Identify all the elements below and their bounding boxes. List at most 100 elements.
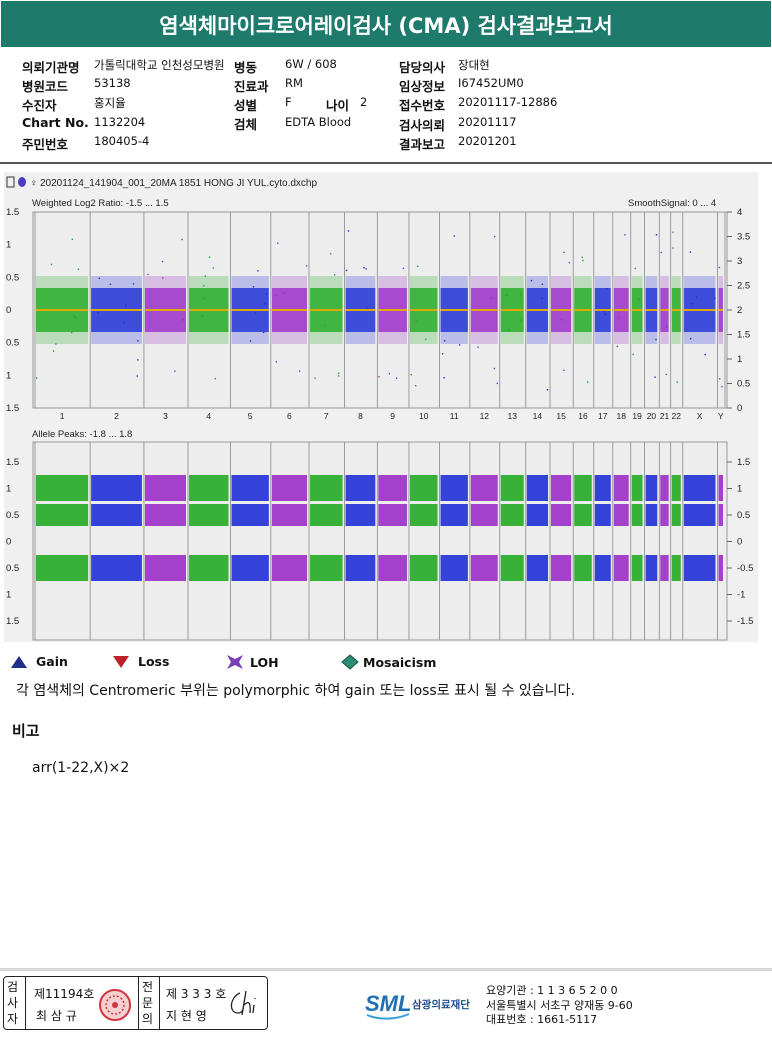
ratio-outlier: [249, 340, 252, 342]
ratio-outlier: [443, 377, 445, 379]
ratio-outlier: [274, 295, 276, 297]
clinical-info-label: 임상정보: [399, 79, 446, 94]
ratio-outlier: [586, 381, 589, 383]
allele-band-chr20: [645, 555, 658, 581]
ratio-left-tick: 1: [6, 240, 11, 251]
hospital-code-value: 53138: [94, 76, 131, 90]
ratio-haze-chr17: [594, 332, 611, 344]
centromere-note: 각 염색체의 Centromeric 부위는 polymorphic 하여 ga…: [16, 683, 575, 699]
examiner-side-label: 검사자: [7, 980, 19, 1026]
ratio-haze-chr9: [378, 332, 407, 344]
ratio-outlier: [616, 345, 619, 348]
ratio-outlier: [257, 270, 259, 272]
ratio-haze-chr6: [271, 332, 308, 344]
ratio-haze-chr22: [671, 332, 681, 344]
id-no-label: 주민번호: [22, 137, 69, 152]
ratio-haze-chr14: [526, 332, 549, 344]
ratio-outlier: [182, 319, 184, 321]
ratio-outlier: [415, 320, 417, 322]
ratio-outlier: [77, 268, 80, 271]
ratio-outlier: [395, 377, 398, 379]
chrom-label: 8: [358, 411, 363, 421]
ratio-outlier: [672, 247, 674, 249]
ratio-outlier: [458, 344, 461, 346]
allele-band-chr6: [271, 475, 308, 501]
report-date-value: 20201201: [458, 134, 517, 148]
legend-gain: Gain: [10, 654, 68, 669]
patient-value: 홍지율: [94, 96, 126, 110]
allele-right-tick: 1.5: [737, 457, 750, 468]
allele-right-tick: -1: [737, 590, 745, 601]
allele-band-chr9: [378, 504, 407, 526]
ratio-outlier: [265, 293, 268, 295]
ratio-haze-chr17: [594, 276, 611, 288]
institution-label: 의뢰기관명: [22, 60, 80, 75]
specimen-label: 검체: [234, 117, 258, 132]
patient-label: 수진자: [22, 98, 57, 113]
allele-band-chrX: [683, 504, 716, 526]
smooth-right-tick: 0: [737, 403, 742, 414]
chrom-label: 17: [598, 411, 608, 421]
sex-label: 성별: [234, 98, 258, 113]
ratio-outlier: [204, 275, 207, 277]
gain-triangle-icon: [11, 655, 27, 668]
ratio-outlier: [73, 315, 75, 317]
request-date-label: 검사의뢰: [399, 118, 446, 133]
ratio-outlier: [634, 267, 637, 270]
ratio-haze-chr13: [500, 276, 524, 288]
allele-right-tick: -1.5: [737, 616, 753, 627]
ratio-haze-chr22: [671, 276, 681, 288]
smooth-right-tick: 3.5: [737, 232, 750, 243]
ratio-outlier: [329, 253, 332, 255]
allele-band-chr20: [645, 504, 658, 526]
ratio-outlier: [214, 377, 216, 380]
sml-logo: SML 삼광의료재단: [365, 984, 485, 1024]
allele-band-chrY: [718, 504, 723, 526]
chrom-label: 1: [60, 411, 65, 421]
ratio-outlier: [334, 274, 336, 276]
ratio-outlier: [337, 375, 340, 377]
chart-no-label: Chart No.: [22, 115, 89, 130]
ratio-outlier: [305, 265, 308, 267]
allele-band-chr8: [345, 475, 376, 501]
ratio-haze-chr3: [144, 332, 186, 344]
chrom-label: 6: [287, 411, 292, 421]
ratio-outlier: [676, 381, 678, 383]
allele-panel: [32, 441, 728, 641]
clinical-info-value: I67452UM0: [458, 76, 524, 90]
chrom-label: Y: [718, 411, 724, 421]
ratio-outlier: [530, 279, 533, 282]
ratio-haze-chr1: [36, 276, 89, 288]
specimen-value: EDTA Blood: [285, 115, 352, 129]
chrom-label: 22: [672, 411, 682, 421]
loss-triangle-icon: [113, 655, 129, 668]
allele-band-chr15: [551, 475, 572, 501]
allele-band-chr22: [671, 555, 681, 581]
allele-band-chr10: [409, 475, 438, 501]
ratio-outlier: [453, 235, 456, 237]
allele-left-tick: 0.5: [6, 563, 19, 574]
ratio-outlier: [493, 367, 496, 370]
ratio-outlier: [695, 296, 698, 299]
signature-icon: [230, 990, 256, 1016]
ratio-haze-chr2: [91, 332, 142, 344]
ratio-haze-chr20: [645, 276, 658, 288]
ratio-outlier: [212, 267, 215, 269]
ratio-outlier: [638, 298, 640, 301]
smooth-right-tick: 1.5: [737, 330, 750, 341]
allele-band-chr20: [645, 475, 658, 501]
ratio-outlier: [443, 340, 446, 342]
allele-band-chrX: [683, 475, 716, 501]
chrom-label: 5: [248, 411, 253, 421]
allele-band-chr7: [310, 475, 343, 501]
ratio-outlier: [721, 385, 723, 388]
chrom-label: 7: [324, 411, 329, 421]
ratio-haze-chr5: [231, 276, 269, 288]
allele-band-chr7: [310, 504, 343, 526]
allele-band-chr13: [500, 504, 524, 526]
allele-band-chr16: [574, 555, 592, 581]
smooth-right-tick: 4: [737, 207, 742, 218]
ratio-haze-chr3: [144, 276, 186, 288]
ratio-outlier: [496, 382, 498, 385]
ratio-outlier: [136, 375, 138, 377]
